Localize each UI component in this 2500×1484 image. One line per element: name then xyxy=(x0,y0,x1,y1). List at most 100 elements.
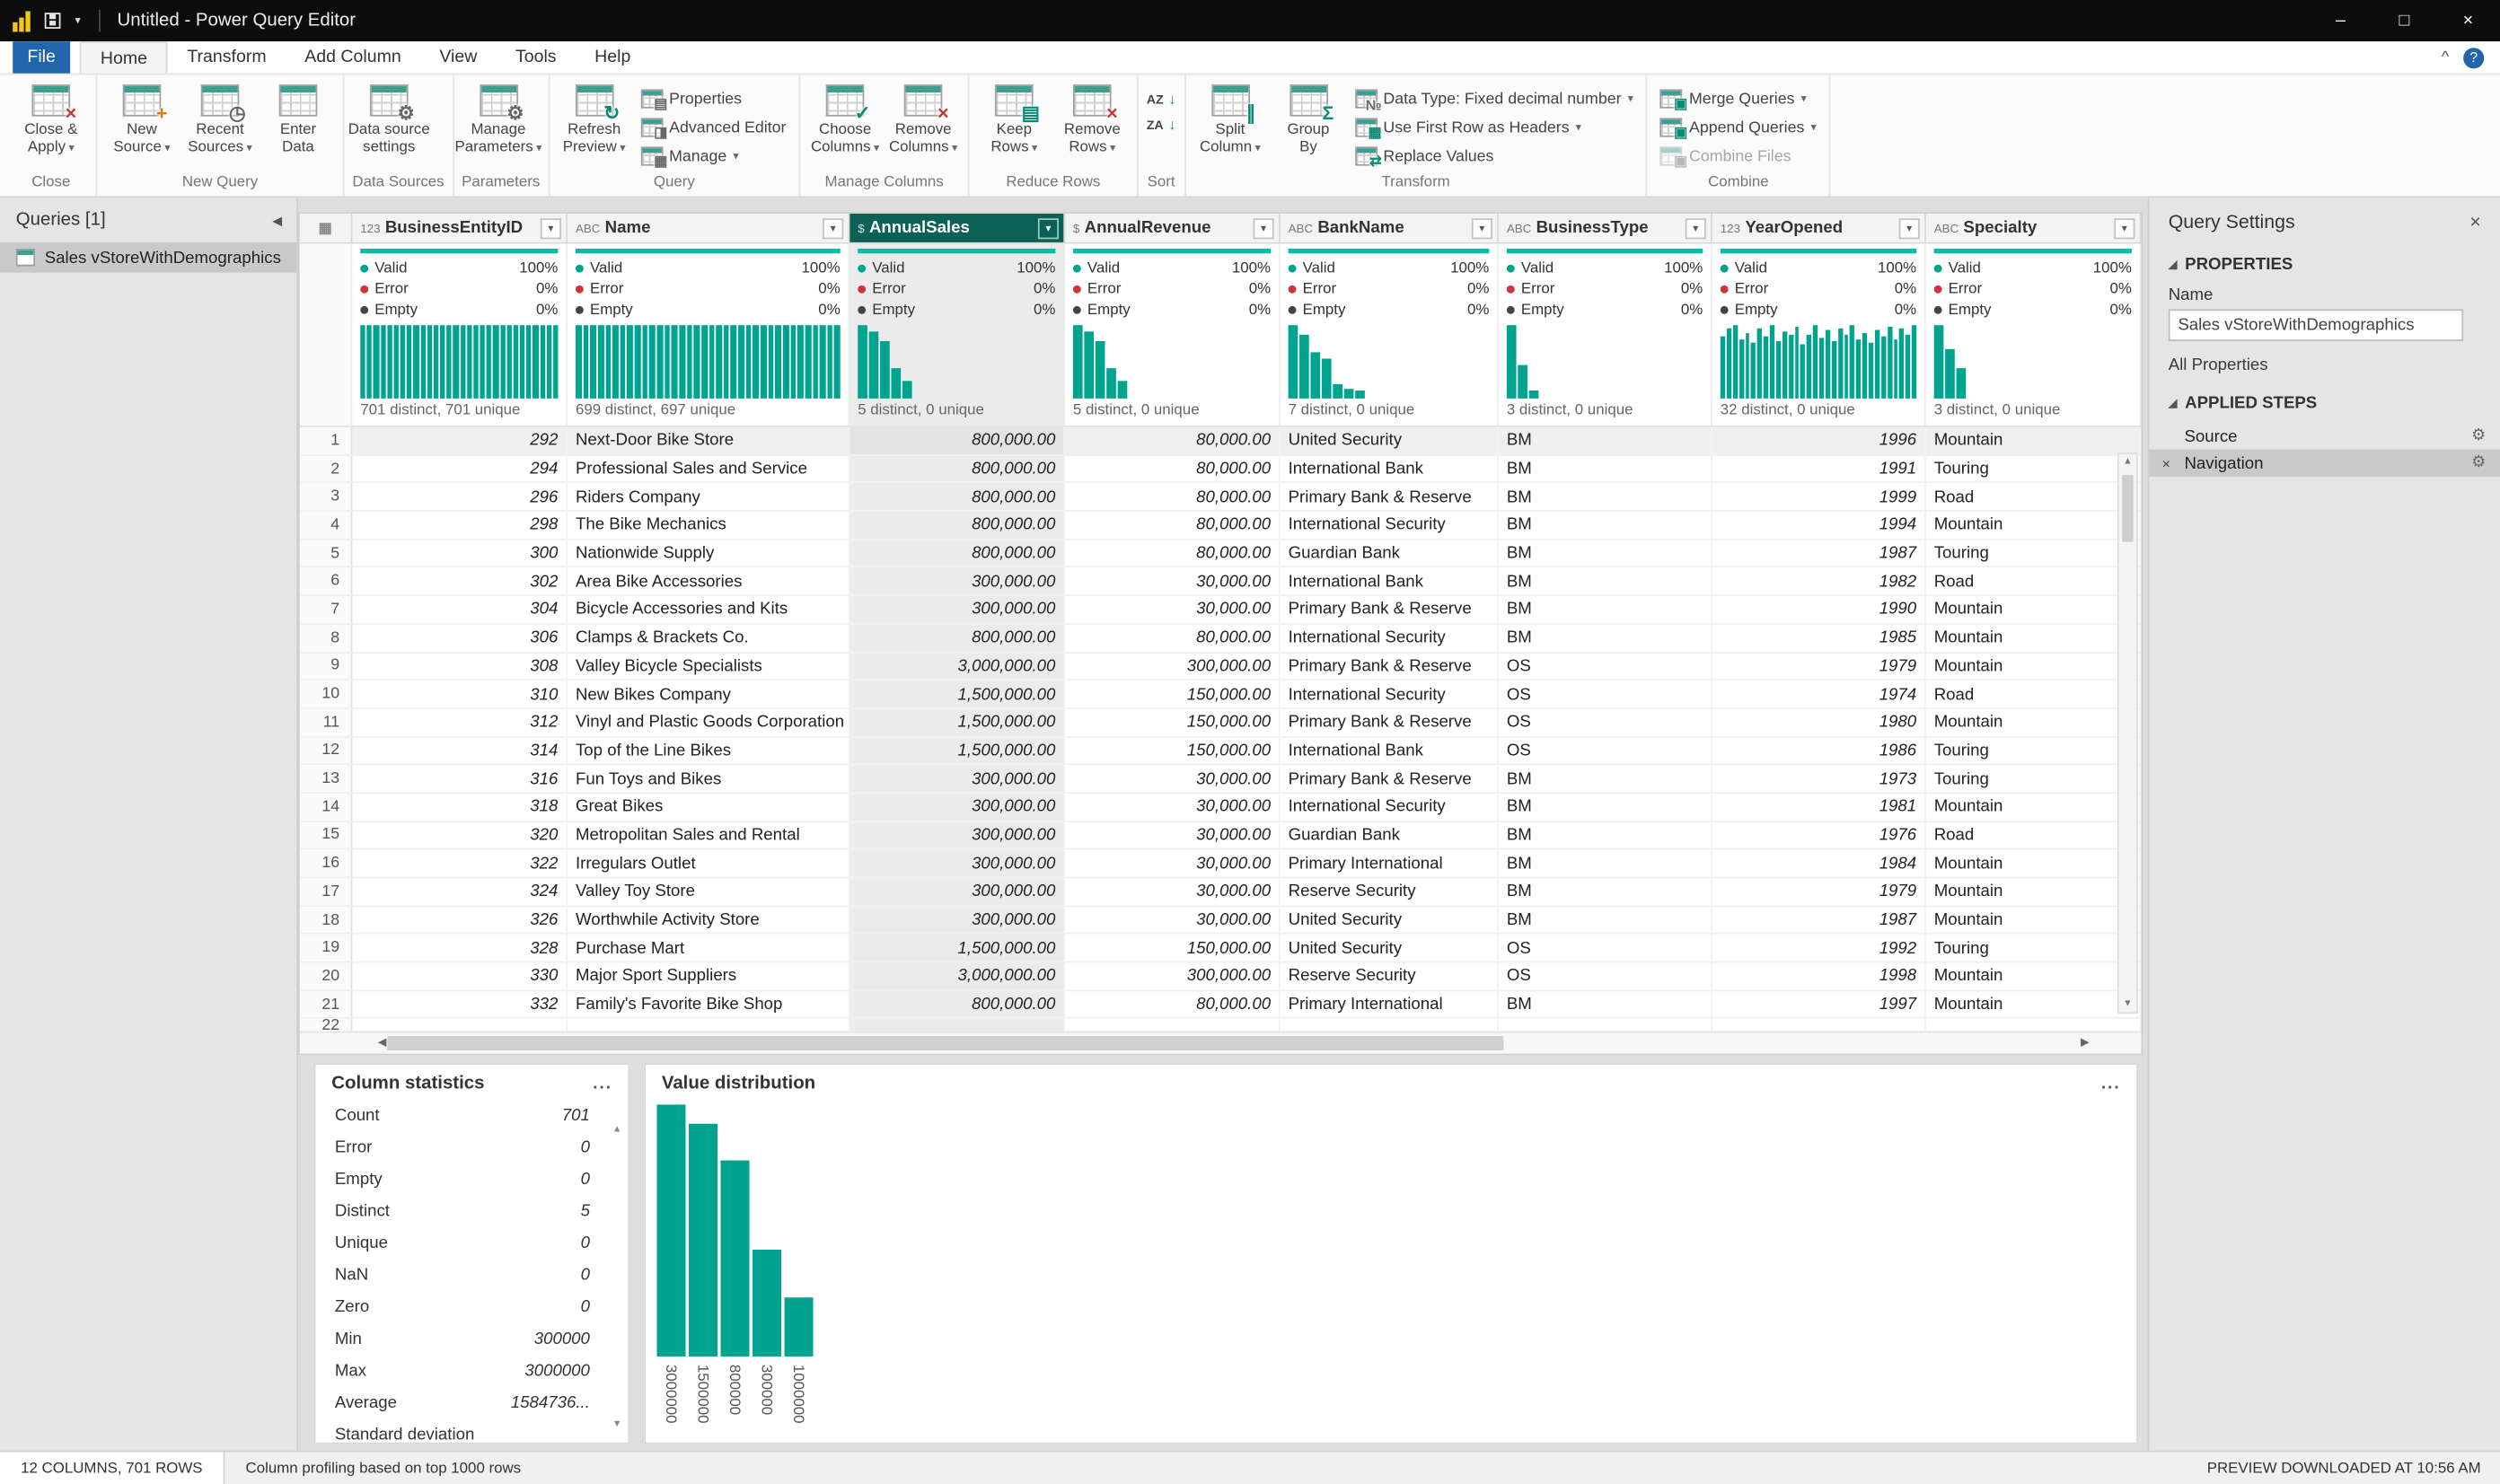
grid-cell[interactable]: 300,000.00 xyxy=(849,906,1066,934)
row-number[interactable]: 11 xyxy=(299,708,353,736)
grid-cell[interactable]: Primary Bank & Reserve xyxy=(1281,653,1499,680)
grid-cell[interactable]: 322 xyxy=(352,849,568,877)
column-profile-yearopened[interactable]: Valid 100% Error 0% Empty 0% 32 distinct, 0 un… xyxy=(1712,243,1926,426)
column-profile-annualsales[interactable]: Valid 100% Error 0% Empty 0% 5 distinct, 0 uni… xyxy=(849,243,1066,426)
row-number[interactable]: 10 xyxy=(299,681,353,708)
grid-cell[interactable]: International Security xyxy=(1281,512,1499,539)
grid-cell[interactable]: Professional Sales and Service xyxy=(568,455,850,482)
distribution-bar[interactable] xyxy=(689,1123,717,1357)
grid-cell[interactable]: Touring xyxy=(1926,455,2142,482)
grid-cell[interactable]: 1976 xyxy=(1712,821,1926,849)
table-row[interactable]: 19 328 Purchase Mart 1,500,000.00 150,000.00… xyxy=(299,935,2142,963)
grid-cell[interactable]: 296 xyxy=(352,483,568,511)
filter-icon[interactable]: ▾ xyxy=(1685,217,1706,239)
use-first-row-as-headers-button[interactable]: Use First Row as Headers▾ xyxy=(1350,115,1638,142)
filter-icon[interactable]: ▾ xyxy=(823,217,844,239)
row-number[interactable]: 18 xyxy=(299,906,353,934)
grid-cell[interactable]: Road xyxy=(1926,567,2142,595)
grid-cell[interactable]: BM xyxy=(1499,596,1712,623)
grid-cell[interactable]: 1999 xyxy=(1712,483,1926,511)
grid-cell[interactable]: Road xyxy=(1926,821,2142,849)
grid-cell[interactable]: 800,000.00 xyxy=(849,455,1066,482)
advanced-editor-button[interactable]: Advanced Editor xyxy=(636,115,791,142)
column-header-annualsales[interactable]: $ AnnualSales ▾ xyxy=(849,213,1066,242)
grid-cell[interactable]: 1,500,000.00 xyxy=(849,737,1066,764)
grid-cell[interactable]: 800,000.00 xyxy=(849,426,1066,454)
grid-cell[interactable]: 324 xyxy=(352,878,568,905)
table-row[interactable]: 20 330 Major Sport Suppliers 3,000,000.00 30… xyxy=(299,962,2142,991)
grid-cell[interactable]: 1997 xyxy=(1712,990,1926,1018)
grid-cell[interactable]: BM xyxy=(1499,426,1712,454)
query-name-input[interactable] xyxy=(2168,309,2464,341)
sort-ascending-button[interactable]: AZ ↓ xyxy=(1147,91,1176,107)
grid-cell[interactable]: OS xyxy=(1499,653,1712,680)
row-number[interactable]: 2 xyxy=(299,455,353,482)
select-all-cell[interactable]: ▦ xyxy=(299,213,353,242)
grid-cell[interactable]: 300,000.00 xyxy=(849,596,1066,623)
append-queries-button[interactable]: Append Queries▾ xyxy=(1656,115,1821,142)
grid-cell[interactable]: 1986 xyxy=(1712,737,1926,764)
collapse-queries-icon[interactable]: ◀ xyxy=(272,213,283,228)
grid-cell[interactable]: 316 xyxy=(352,765,568,793)
grid-cell[interactable]: Nationwide Supply xyxy=(568,540,850,567)
grid-cell[interactable]: 1987 xyxy=(1712,540,1926,567)
grid-cell[interactable]: 150,000.00 xyxy=(1065,708,1281,736)
menu-tab-home[interactable]: Home xyxy=(79,41,169,74)
properties-button[interactable]: Properties xyxy=(636,86,791,113)
menu-tab-transform[interactable]: Transform xyxy=(187,48,267,67)
sort-descending-button[interactable]: ZA ↓ xyxy=(1147,117,1176,133)
grid-cell[interactable]: Primary International xyxy=(1281,849,1499,877)
table-row[interactable]: 13 316 Fun Toys and Bikes 300,000.00 30,000.… xyxy=(299,765,2142,795)
horiz-scroll-thumb[interactable] xyxy=(387,1036,1504,1051)
applied-step-source[interactable]: Source ⚙ xyxy=(2149,423,2500,450)
column-header-businesstype[interactable]: ABC BusinessType ▾ xyxy=(1499,213,1712,242)
grid-cell[interactable]: Mountain xyxy=(1926,708,2142,736)
grid-cell[interactable]: International Security xyxy=(1281,681,1499,708)
distribution-bar[interactable] xyxy=(784,1297,814,1357)
grid-cell[interactable]: Mountain xyxy=(1926,512,2142,539)
step-settings-icon[interactable]: ⚙ xyxy=(2471,454,2487,472)
grid-cell[interactable]: 30,000.00 xyxy=(1065,596,1281,623)
column-header-name[interactable]: ABC Name ▾ xyxy=(568,213,850,242)
grid-cell[interactable]: BM xyxy=(1499,540,1712,567)
vertical-scrollbar[interactable]: ▲ ▼ xyxy=(2117,452,2138,1014)
applied-step-navigation[interactable]: × Navigation ⚙ xyxy=(2149,449,2500,477)
grid-cell[interactable]: 30,000.00 xyxy=(1065,849,1281,877)
grid-cell[interactable]: 306 xyxy=(352,624,568,652)
stats-scroll-down-icon[interactable]: ▼ xyxy=(612,1419,622,1430)
save-button[interactable] xyxy=(40,0,65,41)
grid-cell[interactable]: 1991 xyxy=(1712,455,1926,482)
table-row[interactable]: 18 326 Worthwhile Activity Store 300,000.00… xyxy=(299,906,2142,935)
grid-cell[interactable]: Guardian Bank xyxy=(1281,540,1499,567)
grid-cell[interactable]: OS xyxy=(1499,708,1712,736)
grid-cell[interactable]: 300,000.00 xyxy=(849,794,1066,821)
table-row[interactable]: 6 302 Area Bike Accessories 300,000.00 30,00… xyxy=(299,567,2142,597)
grid-cell[interactable]: Next-Door Bike Store xyxy=(568,426,850,454)
grid-cell[interactable]: 320 xyxy=(352,821,568,849)
grid-cell[interactable]: Primary Bank & Reserve xyxy=(1281,596,1499,623)
column-profile-businessentityid[interactable]: Valid 100% Error 0% Empty 0% 701 distinct, 701… xyxy=(352,243,568,426)
grid-cell[interactable]: Primary International xyxy=(1281,990,1499,1018)
grid-cell[interactable]: 1990 xyxy=(1712,596,1926,623)
collapse-ribbon-icon[interactable]: ^ xyxy=(2441,48,2450,66)
grid-cell[interactable]: 800,000.00 xyxy=(849,990,1066,1018)
distribution-bar[interactable] xyxy=(720,1160,750,1357)
grid-cell[interactable]: Touring xyxy=(1926,737,2142,764)
grid-cell[interactable]: 1974 xyxy=(1712,681,1926,708)
grid-cell[interactable]: 300,000.00 xyxy=(849,849,1066,877)
grid-cell[interactable]: 300 xyxy=(352,540,568,567)
grid-cell[interactable]: Guardian Bank xyxy=(1281,821,1499,849)
grid-cell[interactable]: 1996 xyxy=(1712,426,1926,454)
grid-cell[interactable]: 300,000.00 xyxy=(849,878,1066,905)
grid-cell[interactable]: Mountain xyxy=(1926,990,2142,1018)
column-header-annualrevenue[interactable]: $ AnnualRevenue ▾ xyxy=(1065,213,1281,242)
grid-cell[interactable]: Great Bikes xyxy=(568,794,850,821)
grid-cell[interactable]: 300,000.00 xyxy=(849,765,1066,793)
row-number[interactable]: 16 xyxy=(299,849,353,877)
grid-cell[interactable]: 1,500,000.00 xyxy=(849,681,1066,708)
grid-cell[interactable]: BM xyxy=(1499,624,1712,652)
replace-values-button[interactable]: Replace Values xyxy=(1350,144,1638,171)
